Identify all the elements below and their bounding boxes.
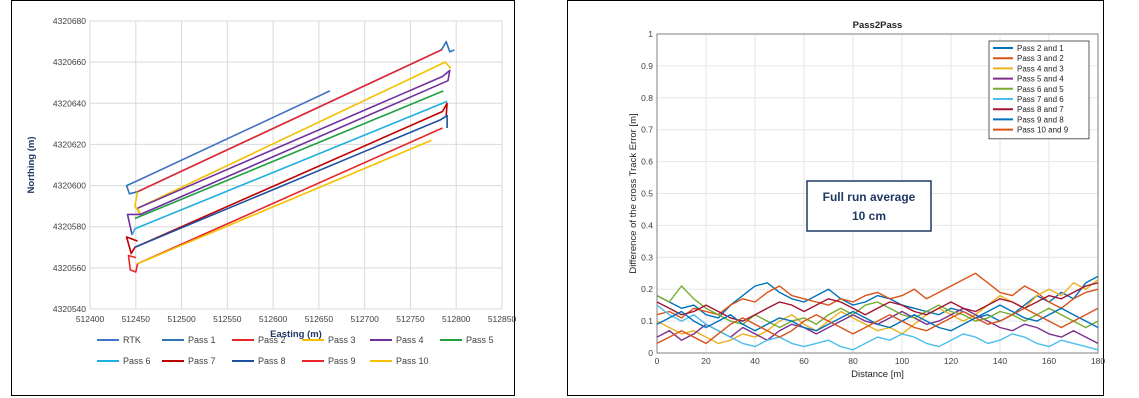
series-line bbox=[134, 61, 452, 216]
y-tick-label: 4320660 bbox=[53, 57, 86, 67]
y-tick-label: 0.8 bbox=[641, 93, 653, 103]
series-line bbox=[656, 272, 1099, 319]
y-tick-label: 4320540 bbox=[53, 304, 86, 314]
legend-label: Pass 2 bbox=[258, 335, 286, 345]
series-line bbox=[656, 304, 1099, 351]
series-line bbox=[656, 304, 1099, 332]
legend-label: Pass 7 and 6 bbox=[1017, 95, 1064, 104]
legend-label: Pass 7 bbox=[188, 356, 216, 366]
y-tick-label: 0.3 bbox=[641, 252, 653, 262]
series-line bbox=[656, 285, 1099, 329]
series-line bbox=[137, 49, 442, 193]
y-tick-label: 1 bbox=[648, 29, 653, 39]
series-line bbox=[127, 127, 443, 273]
x-tick-label: 512650 bbox=[305, 314, 334, 324]
legend-label: Pass 2 and 1 bbox=[1017, 44, 1064, 53]
y-tick-label: 0.7 bbox=[641, 125, 653, 135]
legend-label: Pass 3 and 2 bbox=[1017, 54, 1064, 63]
series-line bbox=[134, 114, 448, 249]
x-tick-label: 0 bbox=[655, 356, 660, 366]
legend-label: Pass 5 and 4 bbox=[1017, 75, 1064, 84]
y-axis-label: Northing (m) bbox=[26, 137, 37, 194]
plot-border bbox=[656, 33, 1099, 354]
series-line bbox=[134, 90, 444, 220]
y-axis-label: Difference of the cross Track Error [m] bbox=[628, 113, 639, 273]
x-tick-label: 80 bbox=[848, 356, 858, 366]
series-line bbox=[137, 139, 432, 265]
annotation-text: 10 cm bbox=[852, 209, 886, 223]
legend-label: Pass 4 bbox=[396, 335, 424, 345]
x-tick-label: 120 bbox=[944, 356, 958, 366]
legend-label: Pass 10 and 9 bbox=[1017, 126, 1069, 135]
x-tick-label: 512450 bbox=[122, 314, 151, 324]
x-tick-label: 512400 bbox=[76, 314, 105, 324]
x-tick-label: 512500 bbox=[167, 314, 196, 324]
legend-label: Pass 8 and 7 bbox=[1017, 105, 1064, 114]
annotation-text: Full run average bbox=[823, 190, 916, 204]
series-line bbox=[135, 90, 331, 183]
y-tick-label: 0.6 bbox=[641, 157, 653, 167]
x-tick-label: 512550 bbox=[213, 314, 242, 324]
legend-label: Pass 9 and 8 bbox=[1017, 115, 1064, 124]
y-tick-label: 4320600 bbox=[53, 181, 86, 191]
y-tick-label: 4320620 bbox=[53, 139, 86, 149]
x-tick-label: 160 bbox=[1042, 356, 1056, 366]
legend-label: Pass 4 and 3 bbox=[1017, 64, 1064, 73]
series-line bbox=[125, 102, 448, 255]
y-tick-label: 4320680 bbox=[53, 16, 86, 26]
series-line bbox=[126, 69, 451, 236]
easting-northing-chart-panel: 512400 512450 512500 512550 512600 512650 5127… bbox=[11, 0, 516, 396]
x-tick-label: 512700 bbox=[350, 314, 379, 324]
legend-label: Pass 6 and 5 bbox=[1017, 85, 1064, 94]
x-tick-label: 40 bbox=[750, 356, 760, 366]
y-tick-label: 4320640 bbox=[53, 98, 86, 108]
x-tick-label: 20 bbox=[701, 356, 711, 366]
y-tick-label: 0.9 bbox=[641, 61, 653, 71]
plot-area bbox=[89, 20, 503, 310]
x-axis-label: Easting (m) bbox=[270, 329, 322, 340]
easting-northing-chart: 512400 512450 512500 512550 512600 512650 5127… bbox=[26, 16, 516, 366]
annotation-box bbox=[806, 180, 932, 232]
y-tick-label: 0.5 bbox=[641, 189, 653, 199]
y-tick-label: 0 bbox=[648, 348, 653, 358]
series-line bbox=[131, 100, 448, 236]
legend-label: Pass 8 bbox=[258, 356, 286, 366]
series-line bbox=[656, 307, 1099, 345]
legend-label: Pass 6 bbox=[123, 356, 151, 366]
y-tick-label: 4320580 bbox=[53, 222, 86, 232]
x-tick-label: 512850 bbox=[488, 314, 516, 324]
x-axis-label: Distance [m] bbox=[851, 369, 904, 380]
legend-label: Pass 5 bbox=[466, 335, 494, 345]
chart-title: Pass2Pass bbox=[853, 20, 903, 31]
x-tick-label: 512600 bbox=[259, 314, 288, 324]
y-tick-label: 0.2 bbox=[641, 284, 653, 294]
legend-label: Pass 9 bbox=[328, 356, 356, 366]
x-tick-label: 140 bbox=[993, 356, 1007, 366]
y-tick-label: 0.4 bbox=[641, 220, 653, 230]
legend-label: Pass 10 bbox=[396, 356, 429, 366]
x-tick-label: 512750 bbox=[396, 314, 425, 324]
legend-label: Pass 3 bbox=[328, 335, 356, 345]
legend-label: RTK bbox=[123, 335, 141, 345]
y-tick-label: 4320560 bbox=[53, 263, 86, 273]
x-tick-label: 60 bbox=[799, 356, 809, 366]
pass2pass-chart: 0 20 40 60 80 100 120 140 160 180 0 0.1 0.2 0.3 0.4 0.5… bbox=[628, 20, 1105, 380]
x-tick-label: 100 bbox=[895, 356, 909, 366]
pass2pass-chart-panel: 0 20 40 60 80 100 120 140 160 180 0 0.1 0.2 0.3 0.4 0.5… bbox=[567, 0, 1105, 396]
legend-label: Pass 1 bbox=[188, 335, 216, 345]
y-tick-label: 0.1 bbox=[641, 316, 653, 326]
x-tick-label: 180 bbox=[1091, 356, 1105, 366]
x-tick-label: 512800 bbox=[442, 314, 471, 324]
